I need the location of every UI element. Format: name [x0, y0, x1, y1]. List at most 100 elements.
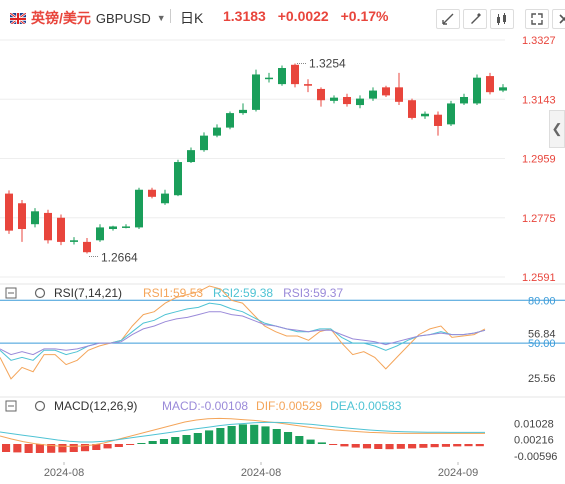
macd-histogram-bar — [272, 429, 281, 444]
rsi-legend-rsi3: RSI3:59.37 — [283, 286, 343, 300]
candle-body — [57, 217, 65, 242]
fullscreen-button[interactable] — [525, 9, 549, 29]
period-label: 日K — [180, 10, 204, 26]
price-axis-label: 1.3327 — [522, 35, 556, 47]
rsi-legend-rsi2: RSI2:59.38 — [213, 286, 273, 300]
macd-legend-dif: DIF:0.00529 — [256, 399, 322, 413]
macd-histogram-bar — [329, 444, 338, 445]
collapse-rsi-icon — [5, 287, 17, 299]
draw-icon — [442, 13, 454, 25]
macd-histogram-bar — [80, 444, 90, 452]
macd-histogram-bar — [35, 444, 44, 453]
macd-histogram-bar — [47, 444, 56, 453]
candle-body — [252, 74, 260, 110]
period-selector[interactable]: 日K — [180, 8, 203, 28]
candle-body — [395, 87, 403, 102]
chevron-down-icon: ▼ — [156, 13, 166, 23]
macd-histogram-bar — [216, 428, 225, 444]
candle-body — [96, 227, 104, 241]
symbol-name: 英镑/美元 — [31, 10, 91, 26]
macd-histogram-bar — [408, 444, 417, 449]
draw-button[interactable] — [436, 9, 460, 29]
chart-canvas[interactable]: 1.3254 1.2664 1.3327 1.3143 1.2959 1.2775 1.2… — [0, 34, 565, 484]
candle-body — [460, 96, 468, 104]
macd-histogram-bar — [159, 439, 169, 444]
macd-histogram-bar — [137, 443, 146, 444]
candle-body — [83, 241, 91, 253]
macd-histogram-bar — [396, 444, 405, 449]
candle-body — [44, 212, 52, 241]
candle-body — [499, 87, 507, 91]
macd-histogram-bar — [205, 430, 214, 444]
macd-histogram-bar — [419, 444, 428, 448]
chart-toolbar — [436, 9, 565, 29]
macd-histogram-bar — [227, 426, 236, 444]
symbol-code: GBPUSD — [95, 10, 151, 26]
last-price: 1.3183 — [223, 8, 266, 24]
candle-body — [135, 189, 143, 228]
price-axis-label: 1.2775 — [522, 213, 556, 225]
candle-body — [447, 103, 455, 125]
macd-histogram-bar — [340, 444, 349, 447]
fullscreen-icon — [531, 13, 543, 25]
macd-histogram-bar — [306, 439, 315, 444]
candle-body — [473, 77, 481, 104]
candle-body — [356, 98, 364, 106]
settings-icon — [34, 400, 46, 412]
rsi-line-rsi1 — [0, 285, 486, 380]
macd-legend-macd: MACD:-0.00108 — [162, 399, 248, 413]
price-axis-label: 1.2959 — [522, 154, 556, 166]
candle-body — [291, 64, 299, 85]
macd-histogram-bar — [148, 441, 157, 444]
candle-body — [408, 100, 416, 118]
collapse-macd-icon — [5, 400, 17, 412]
macd-histogram-bar — [58, 444, 67, 453]
indicator-icon — [497, 13, 506, 25]
macd-histogram-bar — [351, 444, 360, 448]
rsi-line-rsi3 — [0, 311, 486, 356]
close-icon — [559, 14, 565, 24]
candle-body — [330, 97, 338, 101]
settings-icon — [34, 287, 46, 299]
macd-histogram-bar — [92, 444, 101, 450]
macd-histogram-bar — [114, 444, 123, 447]
macd-legend-dea: DEA:0.00583 — [330, 399, 402, 413]
chevron-left-icon: ❮ — [551, 121, 563, 136]
candle-body — [304, 84, 312, 86]
price-change: +0.0022 — [277, 8, 329, 24]
macd-line-dif — [0, 417, 485, 447]
macd-histogram-bar — [13, 444, 22, 453]
pen-icon — [471, 13, 481, 24]
close-button[interactable] — [552, 9, 565, 29]
macd-title: MACD(12,26,9) — [54, 399, 137, 413]
pen-button[interactable] — [463, 9, 487, 29]
rsi-legend-rsi1: RSI1:59.53 — [143, 286, 203, 300]
macd-histogram-bar — [171, 437, 180, 444]
candle-body — [486, 76, 494, 93]
candle-body — [174, 162, 182, 196]
macd-axis-label: 0.00216 — [514, 435, 554, 447]
macd-histogram-bar — [182, 435, 191, 444]
candle-body — [265, 77, 273, 80]
indicator-button[interactable] — [490, 9, 514, 29]
macd-histogram-bar — [283, 432, 293, 444]
macd-histogram-bar — [385, 444, 394, 450]
uk-flag-icon — [10, 12, 26, 24]
candle-body — [70, 240, 78, 242]
price-axis-label: 1.3143 — [522, 94, 556, 106]
price-axis-label: 1.2591 — [522, 272, 556, 284]
symbol-selector[interactable]: 英镑/美元 GBPUSD ▼ — [10, 8, 166, 28]
macd-histogram-bar — [261, 426, 270, 444]
price-annotation: 1.2664 — [101, 250, 138, 264]
macd-histogram-bar — [24, 444, 33, 453]
rsi-axis-label: 50.00 — [528, 338, 556, 350]
candle-body — [109, 226, 117, 230]
candle-body — [200, 135, 208, 151]
collapse-panel-button[interactable]: ❮ — [549, 110, 565, 148]
macd-histogram-bar — [103, 444, 112, 449]
candle-body — [187, 150, 195, 163]
macd-histogram-bar — [453, 444, 462, 447]
macd-histogram-bar — [193, 433, 202, 444]
candle-body — [434, 114, 442, 126]
rsi-axis-label: 56.84 — [528, 328, 556, 340]
